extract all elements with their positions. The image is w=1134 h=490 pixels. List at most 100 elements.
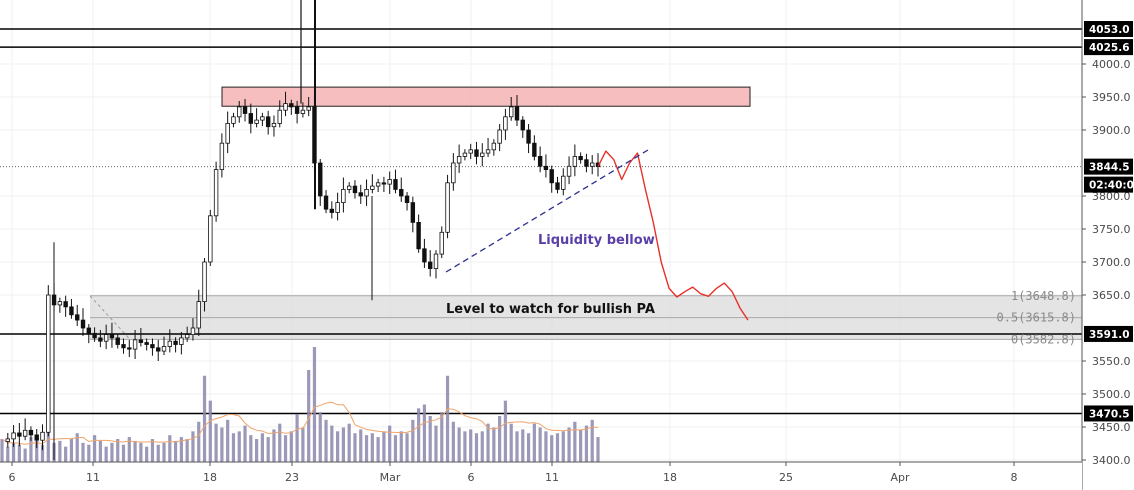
candle-body [179, 337, 184, 345]
volume-bar [330, 425, 334, 462]
candle-body [109, 334, 115, 339]
volume-bar [417, 408, 421, 462]
x-tick-label: 11 [86, 471, 100, 484]
candle-body [28, 429, 34, 436]
y-tick-label: 3750.0 [1092, 223, 1131, 236]
volume-bar [243, 425, 247, 462]
volume-bar [353, 433, 357, 462]
volume-bar [521, 429, 525, 462]
volume-bar [231, 433, 236, 462]
volume-bar [590, 419, 594, 462]
volume-bar [255, 439, 259, 462]
candle-body [86, 327, 91, 334]
candle-body [491, 142, 497, 151]
volume-bar [116, 439, 120, 462]
candle-body [358, 192, 363, 197]
y-tick-label: 3950.0 [1092, 91, 1131, 104]
x-tick-label: 6 [468, 471, 475, 484]
candle-body [387, 179, 392, 185]
volume-bar [451, 421, 455, 462]
candle-body [190, 327, 196, 335]
volume-bar [185, 439, 189, 462]
candle-body [509, 106, 514, 118]
candle-body [11, 432, 16, 440]
candle-body [300, 109, 306, 114]
fib-labels: 1(3648.8) 0.5(3615.8) 0(3582.8) [997, 289, 1076, 347]
last-price-badge-bg [1084, 158, 1133, 175]
volume-bar [532, 423, 536, 462]
volume-bar [364, 435, 369, 462]
fib-label: 1(3648.8) [1011, 289, 1076, 303]
candle-body [485, 149, 491, 154]
candle-body [277, 109, 282, 124]
y-tick-label: 4000.0 [1092, 58, 1131, 71]
volume-bar [226, 419, 230, 462]
candle-body [323, 195, 329, 210]
volume-bar [579, 429, 583, 462]
x-tick-label: 11 [545, 471, 559, 484]
volume-bar [307, 370, 311, 462]
y-tick-label: 3900.0 [1092, 124, 1131, 137]
candle-body [208, 215, 213, 263]
x-tick-label: 18 [663, 471, 677, 484]
candle-body [225, 123, 230, 144]
volume-bar [75, 433, 79, 462]
volume-bar [370, 433, 374, 462]
volume-bar [214, 423, 218, 462]
candle-body [98, 337, 103, 342]
candle-body [480, 152, 485, 157]
candle-body [5, 438, 10, 442]
volume-bar [509, 423, 513, 462]
trendline-label: Liquidity bellow [538, 233, 655, 248]
volume-bar [584, 425, 589, 462]
candle-body [63, 301, 68, 308]
candle-body [213, 169, 219, 217]
volume-bar [278, 423, 282, 462]
level-badge: 4053.0 [1089, 24, 1130, 36]
candle-body [161, 346, 167, 352]
y-tick-label: 3400.0 [1092, 454, 1131, 467]
candle-body [121, 344, 126, 349]
time-axis-bg [0, 462, 1082, 490]
x-tick-label: Mar [380, 471, 401, 484]
volume-bar [237, 431, 241, 462]
candle-body [184, 334, 190, 339]
fib-label: 0(3582.8) [1011, 332, 1076, 346]
candle-body [248, 113, 254, 124]
volume-bar [492, 427, 496, 462]
candle-body [590, 162, 595, 167]
volume-bar [555, 433, 560, 462]
volume-bar [92, 435, 97, 462]
candle-body [370, 185, 375, 190]
candle-body [445, 182, 450, 233]
candle-body [497, 129, 502, 144]
volume-bar [87, 444, 91, 462]
volume-bar [422, 404, 427, 462]
candle-body [578, 155, 583, 161]
candle-body [231, 116, 236, 124]
candle-body [555, 182, 560, 190]
x-tick-label: 23 [285, 471, 299, 484]
volume-bar [272, 429, 276, 462]
last-price-badge: 3844.5 [1089, 162, 1130, 174]
horizontal-levels [0, 28, 1082, 415]
candle-body [115, 337, 120, 345]
candle-body [399, 188, 404, 197]
candle-body [335, 202, 340, 213]
y-tick-label: 3650.0 [1092, 289, 1131, 302]
y-tick-label: 3450.0 [1092, 421, 1131, 434]
candle-body [196, 301, 201, 329]
candle-body [514, 106, 520, 121]
volume-bar [526, 433, 531, 462]
volume-bar [249, 435, 253, 462]
projection-path [597, 150, 749, 321]
x-tick-label: 18 [203, 471, 217, 484]
volume-bar [40, 444, 45, 462]
candle-body [526, 129, 531, 144]
candle-body [254, 119, 259, 124]
volume-bar [376, 437, 380, 462]
countdown-badge-bg [1084, 176, 1133, 193]
candle-body [283, 103, 288, 111]
volume-bar [127, 437, 131, 462]
